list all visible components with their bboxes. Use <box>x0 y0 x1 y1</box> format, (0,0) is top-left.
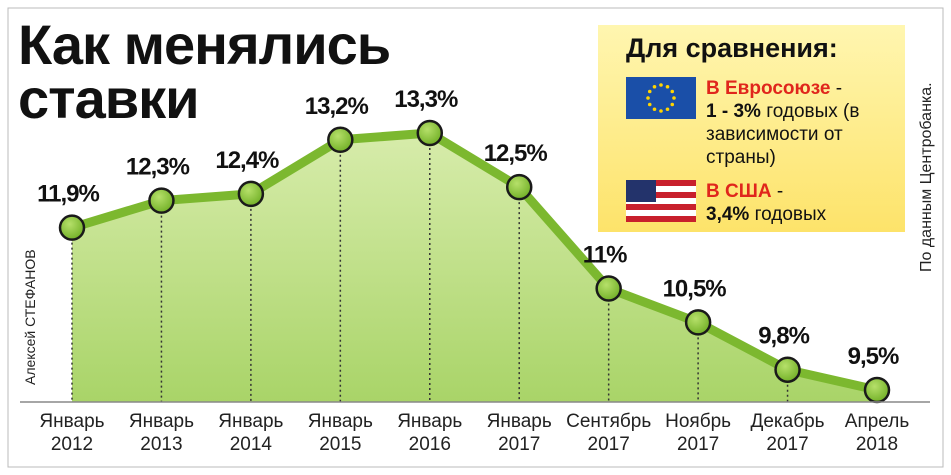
star <box>670 89 675 94</box>
x-tick-label: Декабрь 2017 <box>750 411 825 455</box>
comparison-box: Для сравнения: В Евросоюзе - 1 - 3% годов… <box>598 25 905 232</box>
eu-flag <box>626 77 696 119</box>
star <box>672 96 676 100</box>
star <box>670 102 675 107</box>
point <box>58 214 86 241</box>
point <box>684 309 712 336</box>
region: В США <box>706 181 772 202</box>
box-title: Для сравнения: <box>626 33 838 63</box>
star <box>647 89 652 94</box>
data-label: 11% <box>583 242 627 269</box>
point <box>595 275 622 302</box>
star <box>665 84 670 89</box>
x-tick-label: Январь 2017 <box>486 411 552 455</box>
star <box>652 107 657 112</box>
star <box>659 109 663 113</box>
point <box>237 180 265 208</box>
star <box>646 96 650 100</box>
area <box>72 133 877 402</box>
x-tick-label: Январь 2015 <box>307 411 373 455</box>
data-label: 12,5% <box>484 140 548 167</box>
us-item: В США - 3,4% годовых <box>706 180 901 226</box>
frame <box>7 7 944 468</box>
star <box>659 83 663 87</box>
star <box>652 84 657 89</box>
data-label: 11,9% <box>37 181 99 208</box>
data-label: 13,3% <box>394 86 458 113</box>
data-label: 12,4% <box>215 147 279 174</box>
region: В Евросоюзе <box>706 78 831 99</box>
rate: 3,4% <box>706 204 750 225</box>
x-tick-label: Январь 2016 <box>397 411 463 455</box>
point <box>416 119 444 147</box>
x-tick-label: Январь 2014 <box>218 411 284 455</box>
x-tick-label: Апрель 2018 <box>844 411 910 455</box>
point <box>863 376 891 404</box>
star <box>647 102 652 107</box>
data-label: 9,8% <box>758 323 809 350</box>
point <box>327 126 354 154</box>
point <box>774 356 801 383</box>
point <box>148 187 175 214</box>
eu-item: В Евросоюзе - 1 - 3% годовых (в зависимос… <box>706 77 901 169</box>
line <box>70 128 878 395</box>
data-label: 12,3% <box>126 154 190 181</box>
rate: 1 - 3% <box>706 101 761 122</box>
data-label: 9,5% <box>848 343 899 370</box>
x-tick-label: Сентябрь 2017 <box>566 411 652 455</box>
data-label: 10,5% <box>663 275 727 302</box>
x-tick-label: Январь 2012 <box>39 411 105 455</box>
x-tick-label: Ноябрь 2017 <box>665 411 732 455</box>
author: Алексей СТЕФАНОВ <box>22 249 38 385</box>
data-label: 13,2% <box>305 93 369 120</box>
star <box>665 107 670 112</box>
source: По данным Центробанка. <box>918 82 935 272</box>
x-tick-label: Январь 2013 <box>128 411 194 455</box>
dash: - <box>835 78 843 99</box>
note: годовых <box>754 204 827 225</box>
chart-title: Как менялись ставки <box>18 13 391 130</box>
point <box>505 173 533 201</box>
dash: - <box>776 181 784 202</box>
us-flag <box>626 180 696 222</box>
note: годовых (в зависимости от страны) <box>706 101 860 168</box>
